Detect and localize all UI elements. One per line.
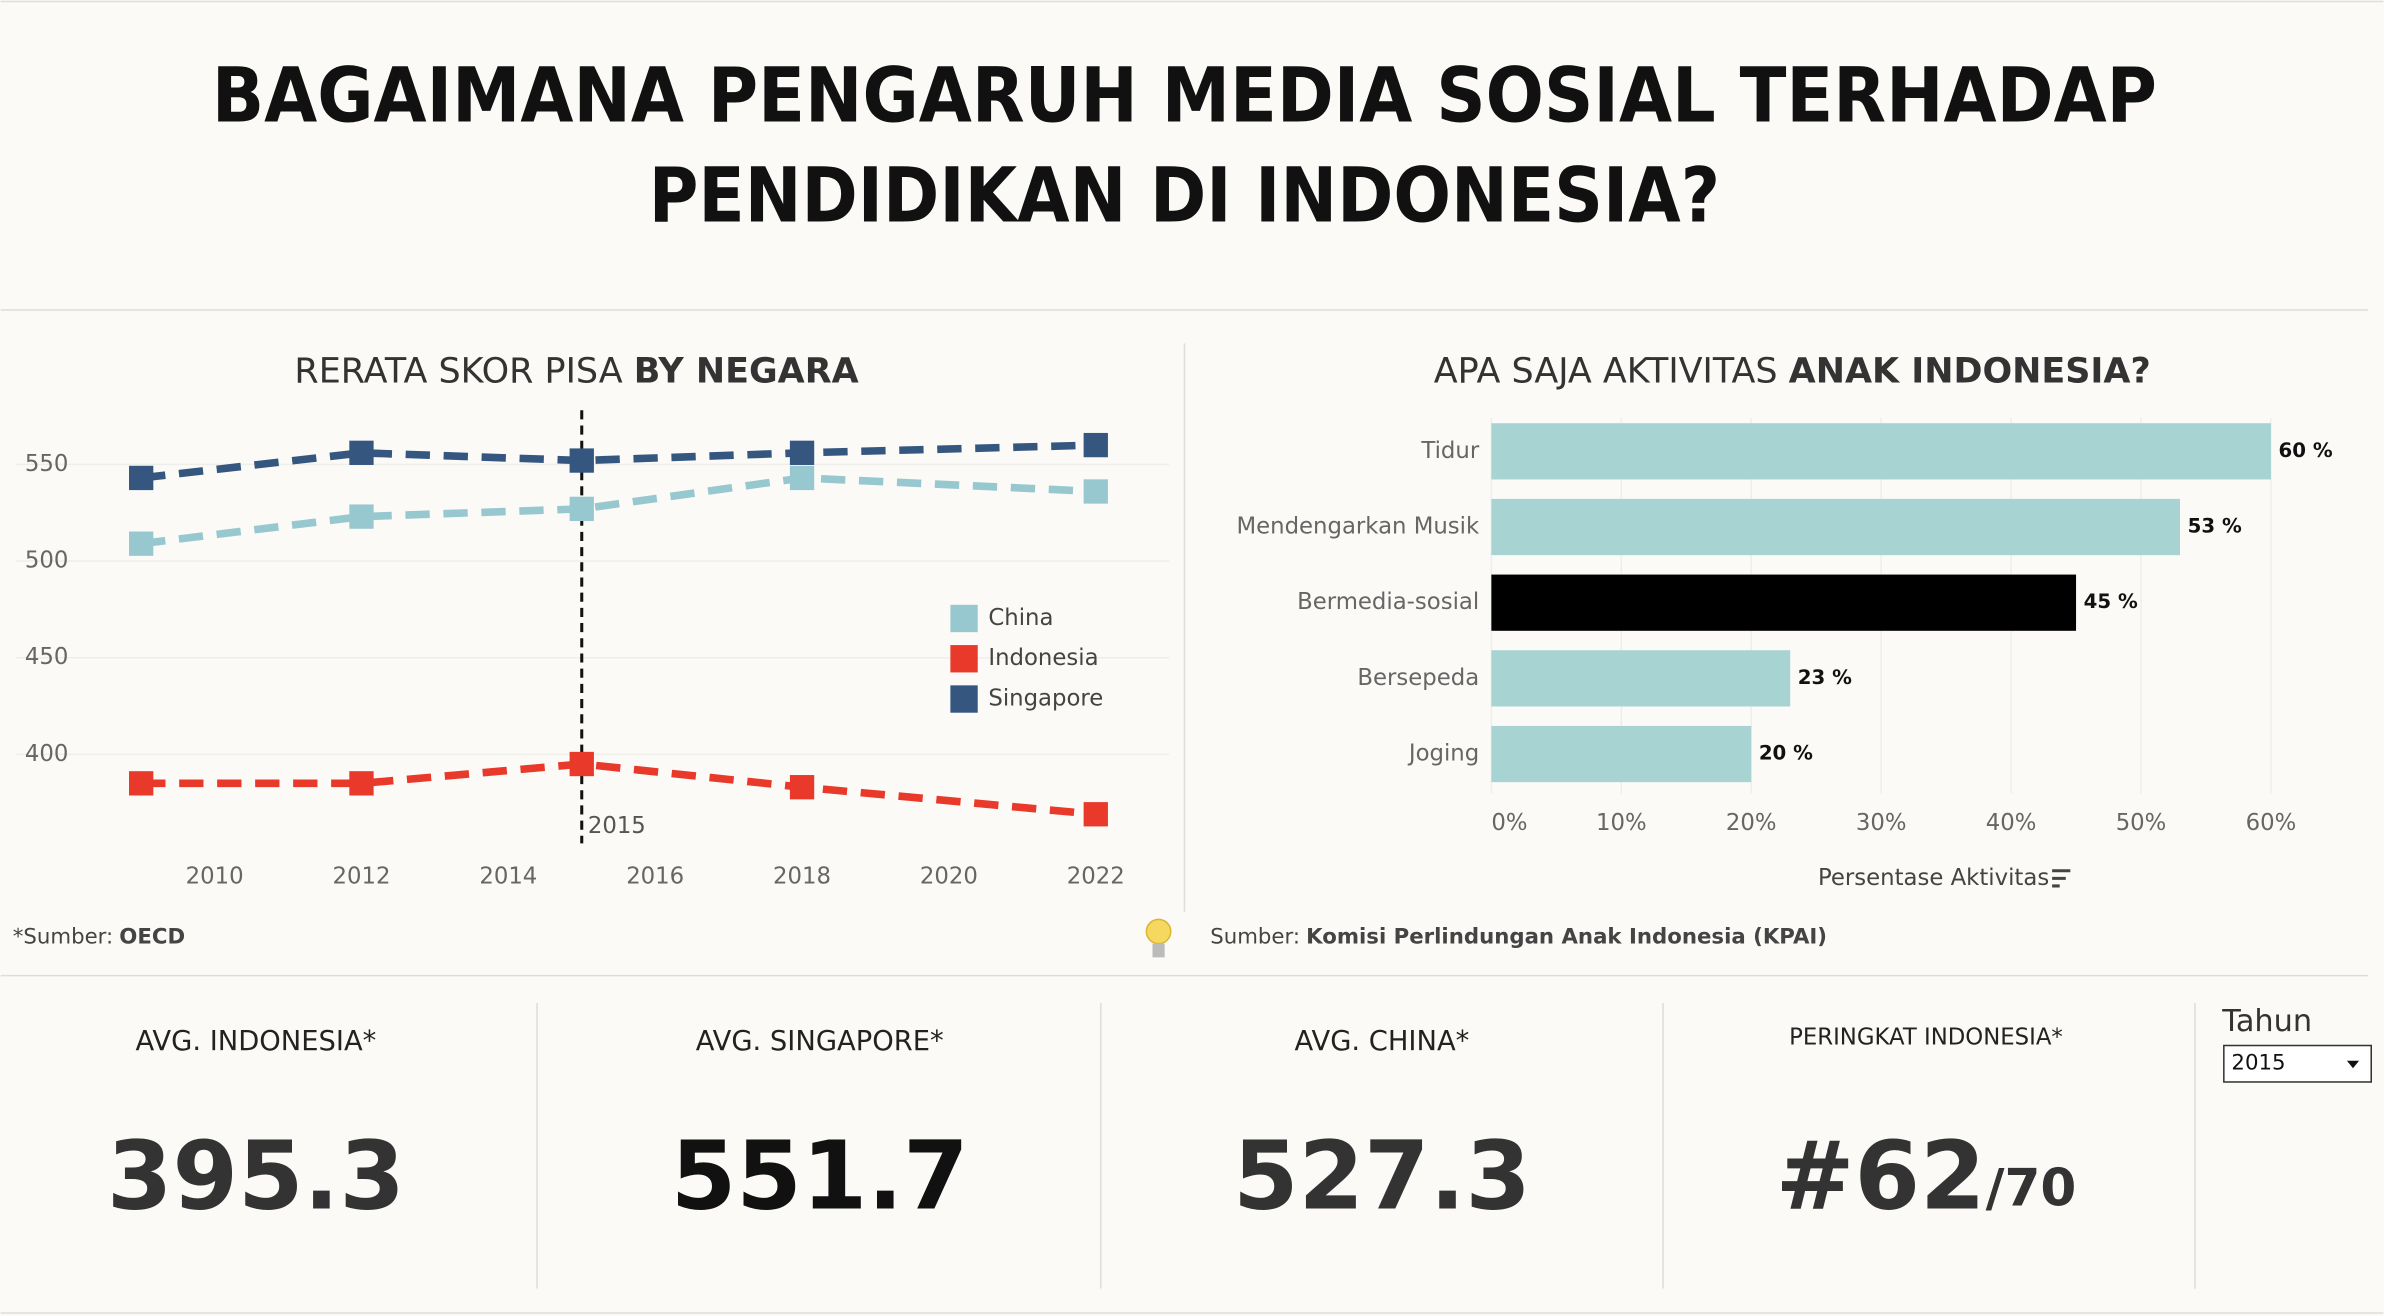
legend-swatch[interactable] <box>950 604 978 633</box>
dropdown-arrow[interactable] <box>2346 1060 2360 1069</box>
point[interactable] <box>349 771 374 796</box>
x-tick-label: 2022 <box>1067 863 1125 889</box>
x-tick-label: 30% <box>1856 810 1907 836</box>
kpi-label: AVG. SINGAPORE* <box>696 1026 944 1057</box>
legend-label[interactable]: Indonesia <box>988 645 1098 671</box>
source-name: OECD <box>119 925 185 950</box>
chart-title: RERATA SKOR PISA BY NEGARA <box>294 351 858 391</box>
kpi-number: 395.3 <box>107 1122 405 1231</box>
legend-swatch[interactable] <box>950 645 978 673</box>
x-tick-label: 10% <box>1596 810 1647 836</box>
bar[interactable] <box>1491 498 2180 556</box>
source: *Sumber: OECD <box>13 925 185 950</box>
point[interactable] <box>129 771 154 796</box>
series-line <box>140 474 1096 548</box>
y-tick-label: 500 <box>25 548 68 574</box>
kpi-value: #62/70 <box>1776 1122 2077 1231</box>
kpi-value: 551.7 <box>671 1122 969 1231</box>
kpi-number: #62 <box>1776 1122 1986 1231</box>
point[interactable] <box>569 496 594 522</box>
category-label: Joging <box>1407 741 1479 767</box>
title-part: BY NEGARA <box>634 351 859 391</box>
point[interactable] <box>789 440 815 465</box>
source-name: Komisi Perlindungan Anak Indonesia (KPAI… <box>1306 925 1827 950</box>
point[interactable] <box>789 465 815 491</box>
x-tick-label: 2020 <box>920 863 978 889</box>
kpi-value: 395.3 <box>107 1122 405 1231</box>
bar[interactable] <box>1491 423 2271 480</box>
y-tick-label: 400 <box>25 741 68 767</box>
bar[interactable] <box>1491 650 1791 707</box>
value-label: 20 % <box>1759 742 1813 765</box>
y-tick-label: 550 <box>25 451 68 477</box>
chart-title: APA SAJA AKTIVITAS ANAK INDONESIA? <box>1434 351 2151 391</box>
x-tick-label: 0% <box>1491 810 1527 836</box>
kpi-value: 527.3 <box>1233 1122 1531 1231</box>
bar[interactable] <box>1491 725 1752 783</box>
kpi-number: 527.3 <box>1233 1122 1531 1231</box>
point[interactable] <box>1083 479 1108 504</box>
x-tick-label: 2014 <box>479 863 537 889</box>
filter-dropdown[interactable] <box>2223 1044 2372 1083</box>
kpi-label: AVG. CHINA* <box>1295 1026 1470 1057</box>
title-part: ANAK INDONESIA? <box>1789 351 2151 391</box>
x-tick-label: 60% <box>2246 810 2297 836</box>
value-label: 53 % <box>2188 515 2242 538</box>
category-label: Bermedia-sosial <box>1297 589 1479 615</box>
sort-icon[interactable] <box>2052 869 2071 888</box>
source-label: *Sumber: <box>13 925 113 950</box>
x-tick-label: 2018 <box>773 863 831 889</box>
legend-label[interactable]: Singapore <box>988 686 1103 712</box>
value-label: 60 % <box>2279 439 2333 462</box>
point[interactable] <box>1083 802 1108 827</box>
page-title: BAGAIMANA PENGARUH MEDIA SOSIAL TERHADAP <box>212 50 2157 139</box>
kpi-label: PERINGKAT INDONESIA* <box>1789 1024 2063 1050</box>
axis-title: Persentase Aktivitas <box>1818 865 2049 891</box>
point[interactable] <box>569 448 594 473</box>
x-tick-label: 2012 <box>332 863 390 889</box>
x-tick-label: 50% <box>2116 810 2167 836</box>
x-tick-label: 2010 <box>186 863 244 889</box>
filter-label: Tahun <box>2221 1004 2312 1039</box>
filter-value[interactable]: 2015 <box>2231 1051 2285 1076</box>
point[interactable] <box>129 531 154 556</box>
hint-icon[interactable] <box>1145 918 1172 958</box>
kpi-suffix: /70 <box>1986 1158 2077 1218</box>
y-tick-label: 450 <box>25 644 68 670</box>
legend-label[interactable]: China <box>988 605 1053 631</box>
reference-label: 2015 <box>588 813 646 839</box>
page-title: PENDIDIKAN DI INDONESIA? <box>649 151 1720 240</box>
x-tick-label: 40% <box>1986 810 2037 836</box>
point[interactable] <box>1083 432 1108 458</box>
category-label: Tidur <box>1420 438 1479 464</box>
value-label: 23 % <box>1798 666 1852 689</box>
category-label: Bersepeda <box>1357 665 1479 691</box>
x-tick-label: 20% <box>1726 810 1777 836</box>
source: Sumber: Komisi Perlindungan Anak Indonesi… <box>1210 925 1827 950</box>
kpi-label: AVG. INDONESIA* <box>135 1026 376 1057</box>
legend-swatch[interactable] <box>950 685 978 713</box>
bar[interactable] <box>1491 574 2077 631</box>
point[interactable] <box>789 775 815 800</box>
point[interactable] <box>349 440 374 465</box>
title-part: APA SAJA AKTIVITAS <box>1434 351 1789 391</box>
point[interactable] <box>349 504 374 529</box>
kpi-number: 551.7 <box>671 1122 969 1231</box>
point[interactable] <box>129 465 154 491</box>
category-label: Mendengarkan Musik <box>1236 514 1480 540</box>
value-label: 45 % <box>2084 590 2138 613</box>
point[interactable] <box>569 751 594 777</box>
title-part: RERATA SKOR PISA <box>294 351 633 391</box>
source-label: Sumber: <box>1210 925 1300 950</box>
x-tick-label: 2016 <box>626 863 684 889</box>
